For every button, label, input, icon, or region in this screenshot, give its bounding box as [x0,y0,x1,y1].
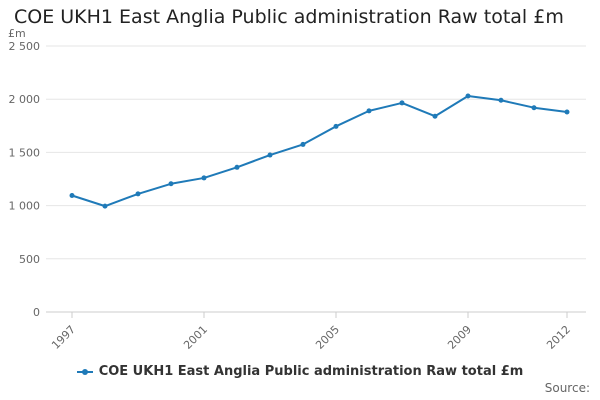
legend[interactable]: COE UKH1 East Anglia Public administrati… [0,364,600,379]
data-point [135,191,141,197]
y-tick-label: 1 000 [9,200,41,213]
data-point [300,141,306,147]
legend-label: COE UKH1 East Anglia Public administrati… [98,364,524,379]
y-tick-label: 1 500 [9,146,41,159]
x-tick-label: 2012 [544,323,573,352]
data-point [498,97,504,103]
data-point [531,105,537,111]
legend-swatch-dot [81,368,88,375]
x-tick-label: 2009 [445,323,474,352]
x-tick-label: 2001 [181,323,210,352]
data-point [168,181,174,187]
chart-title: COE UKH1 East Anglia Public administrati… [14,6,564,28]
data-point [201,175,207,181]
source-label: Source: [544,381,590,395]
legend-swatch-icon [76,367,93,377]
data-point [366,108,372,114]
series-group [69,93,570,209]
y-tick-label: 500 [19,253,40,266]
y-axis-ticks: 0 500 1 000 1 500 2 000 2 500 [9,40,41,319]
series-line [71,95,568,208]
data-point [564,109,570,115]
y-tick-label: 0 [33,306,40,319]
y-tick-label: 2 500 [9,40,41,53]
y-axis-unit-label: £m [8,27,26,40]
line-chart: £m 0 500 1 000 1 500 2 000 2 500 1997 2001 2005… [8,27,586,352]
y-tick-label: 2 000 [9,93,41,106]
x-axis-ticks: 1997 2001 2005 2009 2012 [49,312,573,352]
data-point [333,123,339,129]
gridlines [46,45,586,313]
data-point [234,164,240,170]
data-point [69,192,75,198]
x-tick-label: 1997 [49,323,78,352]
data-point [102,203,108,209]
data-point [399,100,405,106]
x-tick-label: 2005 [313,323,342,352]
data-point [267,152,273,158]
data-point [465,93,471,99]
data-point [432,113,438,119]
